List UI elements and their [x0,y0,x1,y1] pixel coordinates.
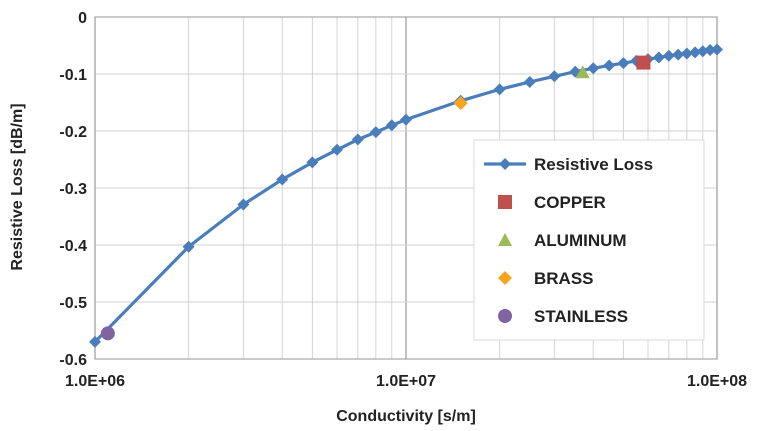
data-point [453,96,468,111]
legend-marker [498,309,512,323]
series-brass [453,96,468,111]
data-point [696,45,709,58]
legend-label: STAINLESS [534,307,628,326]
x-tick-label: 1.0E+07 [376,373,436,390]
data-point [306,156,319,169]
data-point [493,83,506,96]
series-stainless [100,326,115,341]
legend-entry: STAINLESS [498,307,628,326]
data-point [617,57,630,70]
legend-entry: COPPER [498,193,606,212]
legend-marker [498,233,512,246]
tick-labels: 0 -0.1 -0.2 -0.3 -0.4 -0.5 -0.6 1.0E+06 1.0E+07 1… [59,10,747,390]
data-point [548,70,561,83]
data-point [575,65,590,79]
data-point [689,46,702,59]
data-point [603,59,616,72]
data-point [331,143,344,156]
legend-label: Resistive Loss [534,155,653,174]
legend-entry: Resistive Loss [484,155,653,174]
data-point [587,62,600,75]
data-point [662,49,675,62]
y-tick-label: -0.2 [59,124,87,141]
x-tick-label: 1.0E+08 [687,373,747,390]
x-tick-label: 1.0E+06 [65,373,125,390]
legend: Resistive Loss COPPER ALUMINUM BRASS STAINLE… [473,139,705,341]
data-point [672,48,685,61]
legend-items: Resistive Loss COPPER ALUMINUM BRASS STAINLE… [484,155,653,326]
data-point [89,335,101,348]
data-point [237,198,250,211]
legend-marker [498,271,512,285]
legend-label: ALUMINUM [534,231,627,250]
data-point [369,126,382,139]
data-point [400,113,412,126]
axes [94,16,718,360]
legend-entry: ALUMINUM [498,231,627,250]
series-copper [636,55,651,70]
y-tick-label: 0 [78,10,87,27]
data-point [704,44,717,57]
data-point [523,75,536,88]
legend-label: COPPER [534,193,606,212]
legend-box [473,139,705,341]
y-axis-title: Resistive Loss [dB/m] [9,103,26,270]
data-point [636,55,651,70]
data-point [182,240,195,253]
data-point [385,119,398,132]
legend-marker [498,195,512,209]
x-axis-title: Conductivity [s/m] [336,408,476,425]
legend-label: BRASS [534,269,594,288]
legend-entry: BRASS [498,269,594,288]
y-tick-label: -0.3 [59,181,87,198]
legend-marker [499,158,511,170]
plot-area-border [94,16,718,360]
y-tick-label: -0.4 [59,238,87,255]
data-point [351,133,364,146]
data-point [680,47,693,60]
data-point [276,173,289,186]
series-aluminum [575,65,590,79]
y-tick-label: -0.1 [59,67,87,84]
y-tick-label: -0.6 [59,352,87,369]
data-point [100,326,115,341]
data-point [652,51,665,64]
series-layer [89,43,723,348]
y-tick-label: -0.5 [59,295,87,312]
data-point [711,43,723,56]
